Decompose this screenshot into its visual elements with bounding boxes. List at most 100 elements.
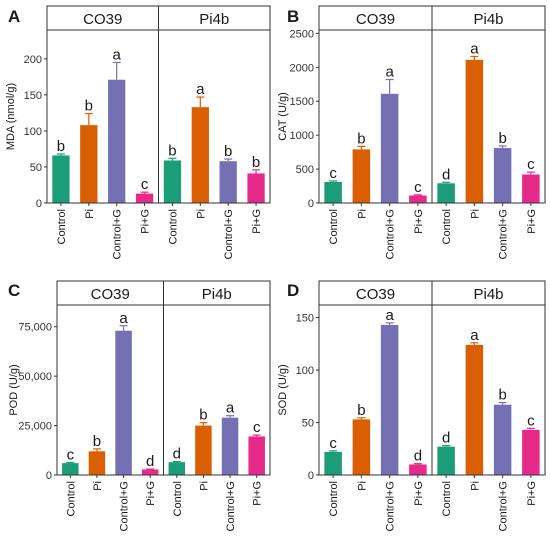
x-tick-label: Pi+G: [526, 481, 538, 506]
facet-strip-label: CO39: [356, 286, 395, 303]
x-tick-label: Control+G: [119, 481, 131, 531]
x-tick-label: Pi+G: [252, 481, 264, 506]
significance-letter: b: [85, 98, 93, 115]
panel-label: A: [8, 7, 20, 26]
y-tick-label: 2500: [290, 28, 314, 40]
bar: [324, 181, 342, 203]
facet-strip-label: Pi4b: [473, 11, 503, 28]
significance-letter: c: [253, 419, 261, 436]
significance-letter: c: [329, 435, 337, 452]
y-tick-label: 100: [24, 126, 42, 138]
significance-letter: b: [498, 387, 506, 404]
significance-letter: b: [93, 433, 101, 450]
significance-letter: b: [199, 407, 207, 424]
x-tick-label: Control+G: [225, 481, 237, 531]
bar: [522, 429, 540, 475]
y-tick-label: 50: [30, 162, 42, 174]
significance-letter: b: [168, 142, 176, 159]
significance-letter: c: [141, 176, 149, 193]
bar: [409, 464, 427, 475]
y-tick-label: 0: [36, 198, 42, 210]
x-tick-label: Control: [441, 481, 453, 516]
y-tick-label: 75,000: [18, 322, 52, 334]
facet-strip: [318, 280, 433, 306]
facet-strip-label: Pi4b: [473, 286, 503, 303]
bar: [493, 148, 512, 203]
significance-letter: c: [527, 412, 535, 429]
bar: [195, 425, 212, 475]
x-tick-label: Pi: [92, 481, 104, 491]
facet-strip: [56, 280, 164, 306]
significance-letter: c: [67, 447, 75, 464]
significance-letter: a: [113, 46, 122, 63]
y-tick-label: 1500: [290, 96, 314, 108]
plot-frame: [431, 29, 546, 204]
significance-letter: d: [173, 446, 181, 463]
x-tick-label: Pi: [195, 209, 207, 219]
significance-letter: a: [226, 400, 235, 417]
facet-strip: [158, 5, 271, 31]
significance-letter: b: [252, 154, 260, 171]
y-tick-label: 150: [24, 90, 42, 102]
panel-d: D SOD (U/g) 0 50 100 150 CO39 c Control b Pi a Contr…: [277, 280, 546, 531]
facet-strip: [163, 280, 271, 306]
x-tick-label: Control: [328, 209, 340, 244]
y-tick-label: 200: [24, 54, 42, 66]
panel-c: C POD (U/g) 0 25,000 50,000 75,000 CO39 c Contro…: [8, 280, 271, 531]
x-tick-label: Control+G: [385, 481, 397, 531]
x-tick-label: Pi: [469, 209, 481, 219]
significance-letter: b: [357, 402, 365, 419]
panel-b: B CAT (U/g) 0 500 1000 1500 2000 2500 CO39 c Contr…: [277, 5, 546, 259]
x-tick-label: Control+G: [385, 209, 397, 259]
significance-letter: a: [119, 310, 128, 327]
facet-strip-label: CO39: [83, 11, 122, 28]
facet-strip-label: Pi4b: [202, 286, 232, 303]
significance-letter: b: [357, 130, 365, 147]
x-tick-label: Pi: [84, 209, 96, 219]
bar: [409, 195, 427, 203]
x-tick-label: Pi+G: [140, 209, 152, 234]
y-tick-label: 100: [296, 365, 314, 377]
bar: [135, 193, 154, 203]
y-tick-label: 50,000: [18, 371, 52, 383]
y-tick-label: 500: [296, 164, 314, 176]
plot-frame: [431, 304, 546, 476]
bar: [219, 161, 237, 203]
plot-frame: [158, 29, 271, 204]
bar: [493, 404, 512, 475]
significance-letter: a: [470, 327, 479, 344]
bar: [437, 446, 455, 475]
x-tick-label: Pi+G: [251, 209, 263, 234]
x-tick-label: Control: [441, 209, 453, 244]
x-tick-label: Control: [167, 209, 179, 244]
y-tick-label: 0: [308, 470, 314, 482]
x-tick-label: Control+G: [223, 209, 235, 259]
y-axis-label: POD (U/g): [8, 364, 20, 415]
bar: [352, 419, 371, 475]
x-tick-label: Pi: [356, 209, 368, 219]
significance-letter: d: [414, 448, 422, 465]
y-tick-label: 1000: [290, 130, 314, 142]
significance-letter: b: [57, 138, 65, 155]
bar: [380, 93, 399, 203]
y-axis-label: SOD (U/g): [277, 364, 289, 415]
x-tick-label: Control+G: [498, 481, 510, 531]
y-tick-label: 25,000: [18, 421, 52, 433]
y-axis-label: MDA (nmol/g): [5, 83, 17, 150]
panel-a: A MDA (nmol/g) 0 50 100 150 200 CO39 b Control b Pi…: [5, 5, 271, 259]
y-axis-label: CAT (U/g): [277, 92, 289, 141]
x-tick-label: Pi+G: [413, 209, 425, 234]
facet-strip-label: CO39: [356, 11, 395, 28]
bar: [168, 462, 186, 475]
x-tick-label: Control+G: [112, 209, 124, 259]
significance-letter: a: [196, 81, 205, 98]
bar: [221, 417, 239, 475]
bar: [191, 107, 209, 203]
significance-letter: c: [329, 165, 337, 182]
x-tick-label: Pi+G: [413, 481, 425, 506]
significance-letter: d: [442, 430, 450, 447]
x-tick-label: Control: [328, 481, 340, 516]
significance-letter: a: [385, 64, 394, 81]
bar: [465, 59, 484, 203]
